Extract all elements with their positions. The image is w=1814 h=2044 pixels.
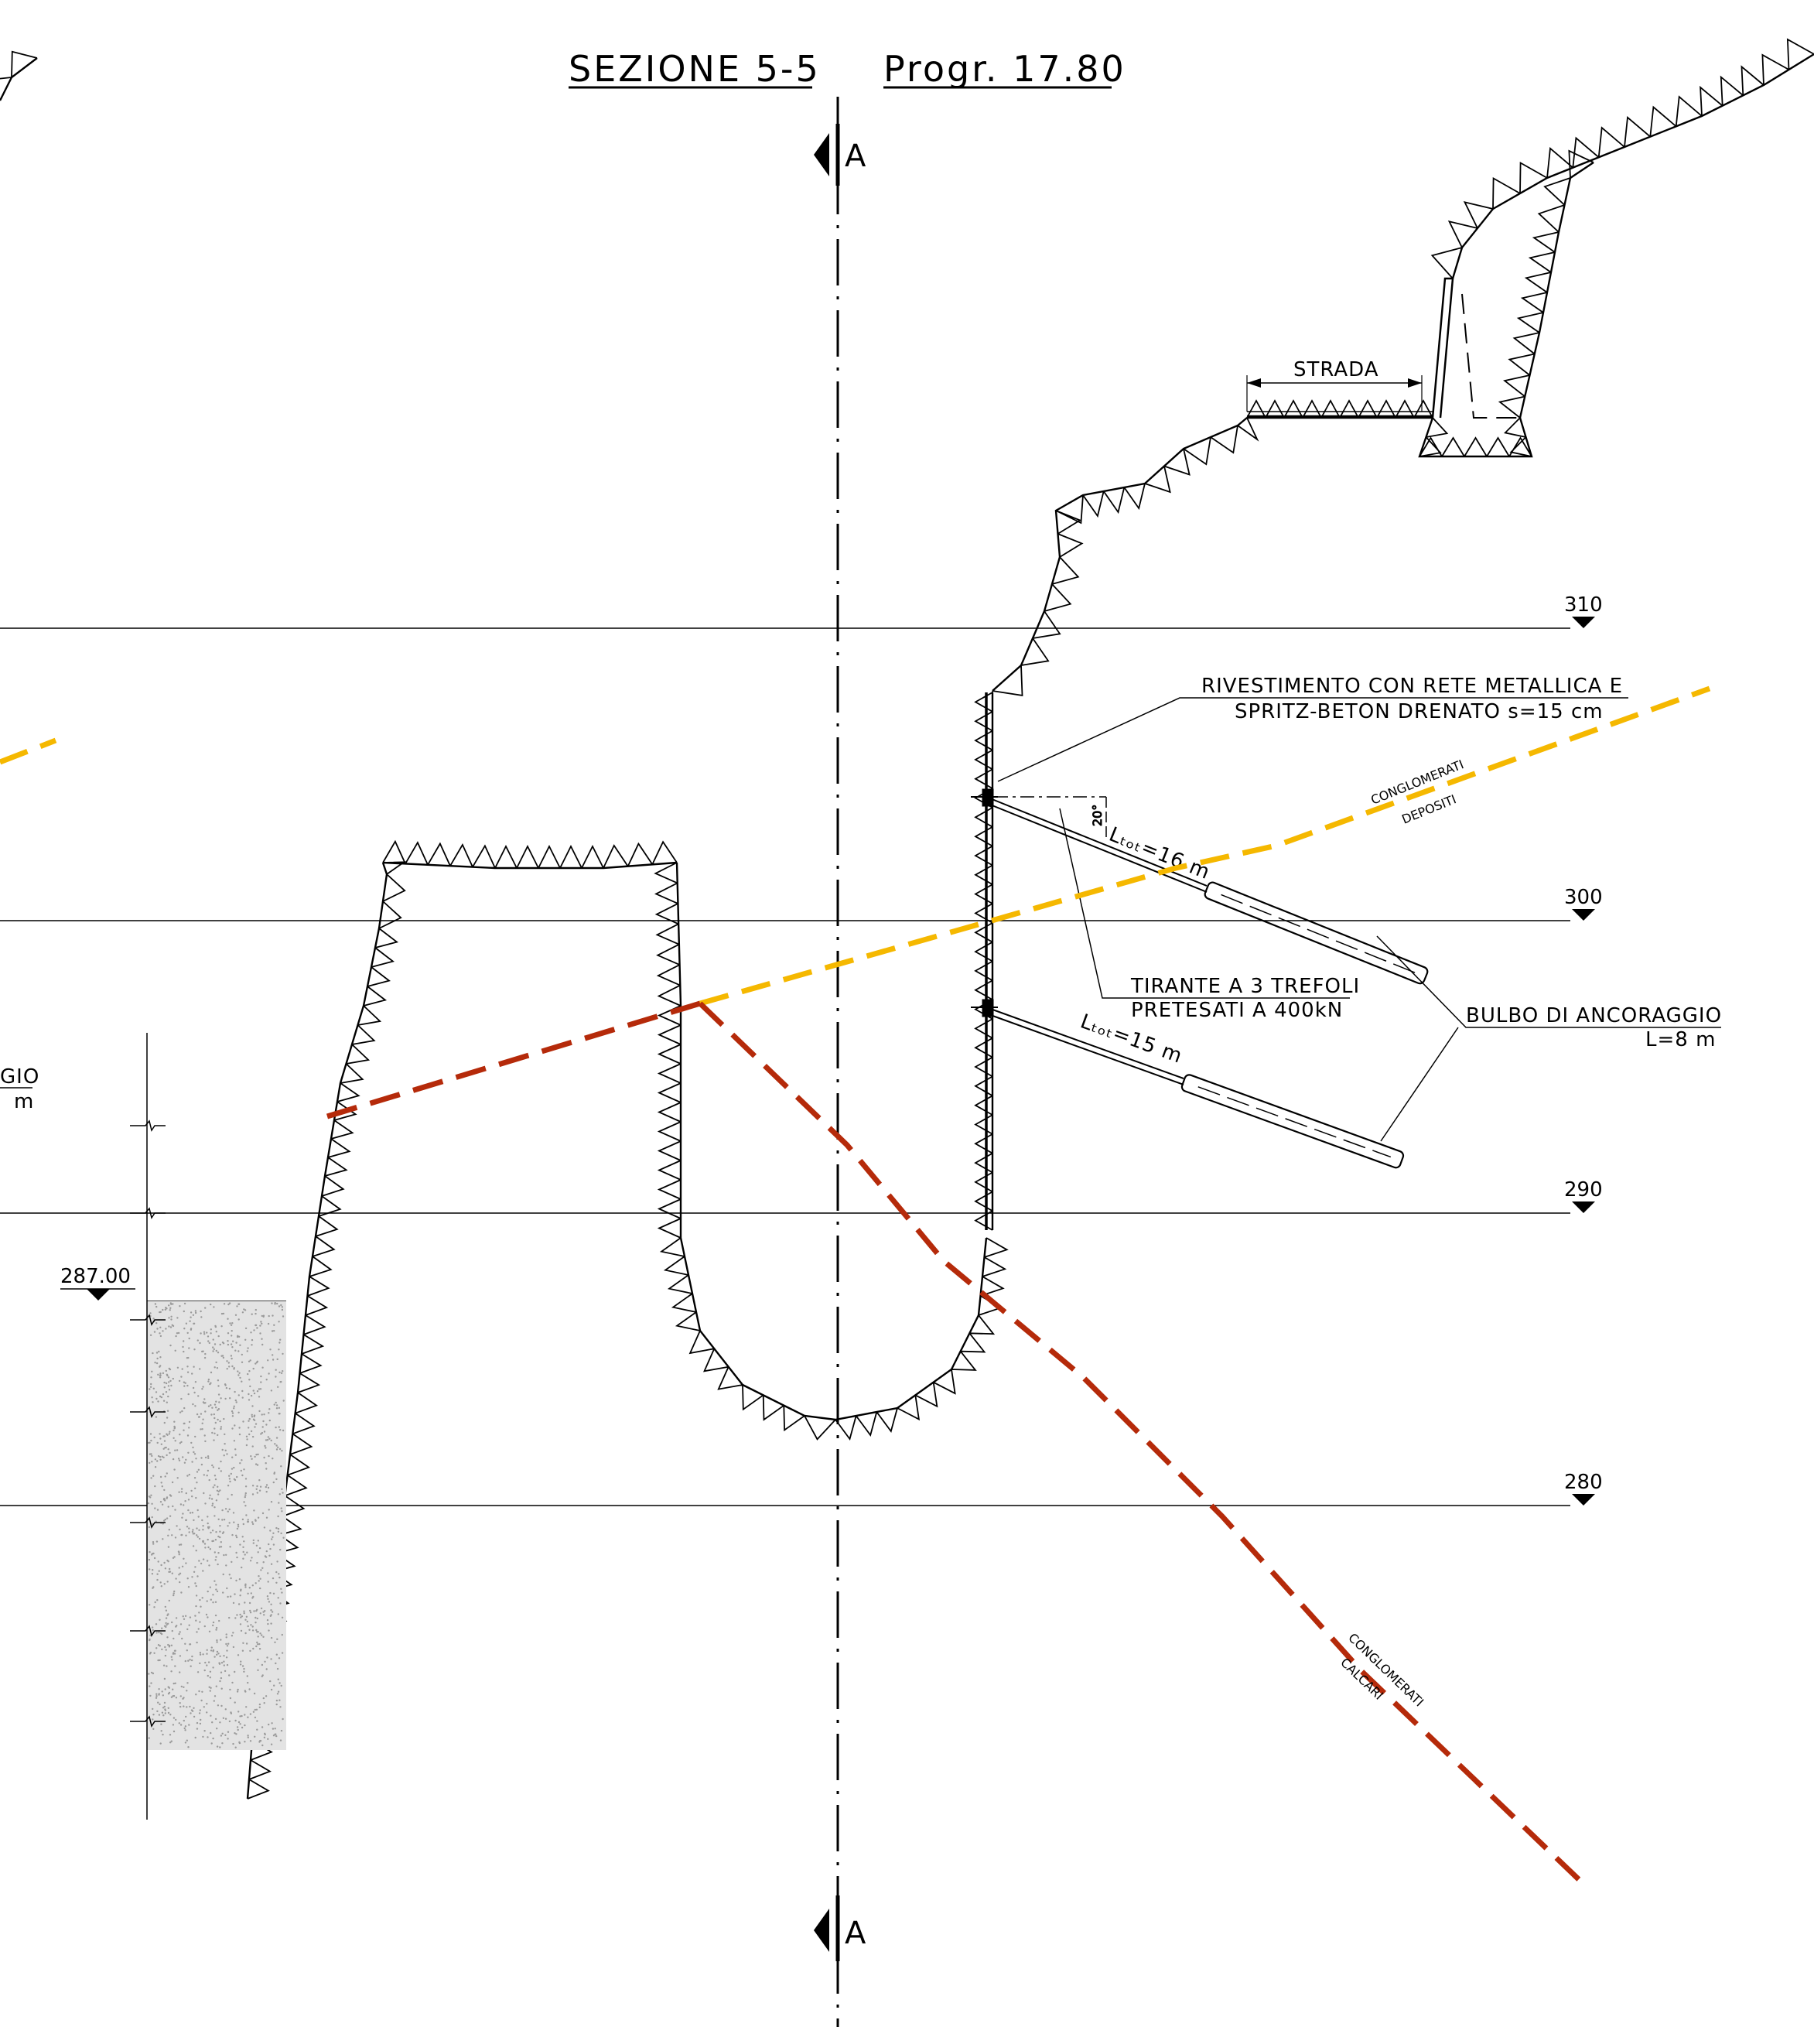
level-marker-label: 287.00 <box>60 1265 131 1288</box>
road-label: STRADA <box>1293 358 1379 381</box>
stippled-fill <box>147 1301 286 1750</box>
annotations <box>997 697 1721 1142</box>
boundary-depositi-main <box>699 685 1711 1007</box>
tirante-label-1: TIRANTE A 3 TREFOLI <box>1130 975 1360 998</box>
level-marker: 287.00 <box>60 1265 286 1302</box>
left-label-1: GIO <box>0 1065 39 1089</box>
section-arrow-bottom-icon <box>814 1909 829 1952</box>
tirante-label-2: PRETESATI A 400kN <box>1131 999 1343 1022</box>
elevation-marker-300-icon <box>1572 909 1595 921</box>
left-label-2: m <box>14 1090 34 1113</box>
boundary-calcari-upper <box>326 1000 702 1119</box>
rivestimento-label-1: RIVESTIMENTO CON RETE METALLICA E <box>1201 675 1623 698</box>
progressive-title: Progr. 17.80 <box>883 48 1126 90</box>
level-marker-icon <box>87 1289 110 1301</box>
section-marker-bottom: A <box>845 1916 866 1951</box>
stippled-fill-dots <box>147 1301 285 1748</box>
bulbo-label-2: L=8 m <box>1645 1028 1716 1051</box>
elevation-label-290: 290 <box>1564 1178 1603 1201</box>
boundary-calcari-lower <box>698 1001 1588 1888</box>
pile-left <box>130 1033 166 1820</box>
bulbo-label-1: BULBO DI ANCORAGGIO <box>1466 1004 1722 1027</box>
angle-label: 20° <box>1090 805 1105 826</box>
elevation-marker-310-icon <box>1572 617 1595 628</box>
section-title: SEZIONE 5-5 <box>569 48 821 90</box>
section-marker-top: A <box>845 138 866 174</box>
elevation-label-280: 280 <box>1564 1471 1603 1494</box>
elevation-label-310: 310 <box>1564 593 1603 617</box>
elevation-marker-290-icon <box>1572 1201 1595 1213</box>
section-arrow-top-icon <box>814 133 829 176</box>
boundary-depositi <box>0 737 57 765</box>
geological-boundaries <box>0 685 1711 1888</box>
retaining-wall <box>985 691 993 1230</box>
road: STRADA <box>1246 277 1520 419</box>
title-block: SEZIONE 5-5 Progr. 17.80 <box>569 48 1126 90</box>
elevation-marker-280-icon <box>1572 1494 1595 1506</box>
section-axis: A A <box>814 97 866 2027</box>
rivestimento-label-2: SPRITZ-BETON DRENATO s=15 cm <box>1235 700 1604 723</box>
elevation-label-300: 300 <box>1564 886 1603 909</box>
